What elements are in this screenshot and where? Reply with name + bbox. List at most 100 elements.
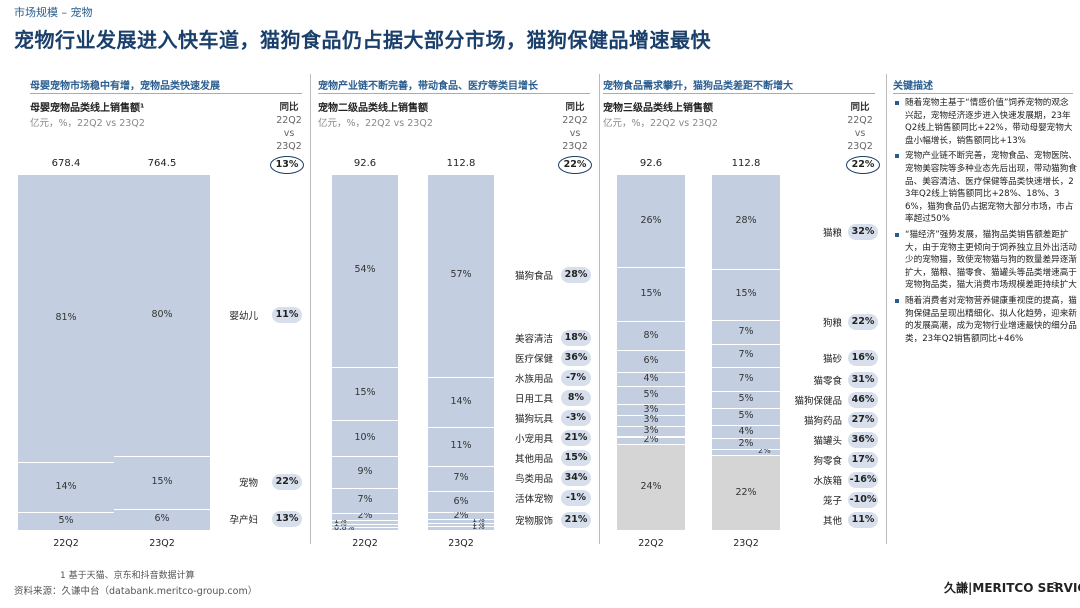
footnote: 1 基于天猫、京东和抖音数据计算 <box>60 571 195 581</box>
bar-segment <box>114 174 210 456</box>
yoy-label-3: 同比 22Q2 vs 23Q2 <box>847 102 873 152</box>
bar-segment <box>712 424 780 439</box>
yoy-pill: 13% <box>272 511 302 528</box>
segment-label: 5% <box>643 389 659 401</box>
yoy-pill: 17% <box>848 452 878 468</box>
bar-segment <box>617 404 685 415</box>
category-label: 猫罐头 <box>813 436 842 447</box>
bar-segment <box>18 512 114 530</box>
yoy-pill: 8% <box>561 390 591 406</box>
segment-label: 6% <box>453 495 469 507</box>
yoy-pill: 16% <box>848 350 878 366</box>
yoy-pill: 22% <box>848 314 878 330</box>
panel-separator <box>886 74 887 544</box>
yoy-pill: 36% <box>848 432 878 448</box>
panel1-subtitle: 母婴宠物品类线上销售额¹ <box>30 103 145 114</box>
bar-segment <box>332 523 398 528</box>
key-desc-item: 随着宠物主基于“情感价值”饲养宠物的观念兴起，宠物经济逐步进入快速发展期，23年… <box>893 97 1077 147</box>
bar-segment <box>617 425 685 437</box>
panel2-subtitle: 宠物二级品类线上销售额 <box>318 103 428 114</box>
category-label: 美容清洁 <box>514 334 553 345</box>
panel-separator <box>310 74 311 544</box>
bar-segment <box>332 455 398 488</box>
key-desc-item: “猫经济”强势发展，猫狗品类销售额差距扩大，由于宠物主更倾向于饲养独立且外出活动… <box>893 229 1077 292</box>
bar-total: 764.5 <box>147 158 177 169</box>
segment-label-small: 1% <box>334 515 347 525</box>
segment-label: 2% <box>453 509 469 521</box>
category-label: 鸟类用品 <box>514 474 553 485</box>
category-label: 医疗保健 <box>514 354 553 365</box>
bar-segment <box>617 321 685 351</box>
segment-label: 26% <box>640 214 662 226</box>
bar-segment <box>712 407 780 425</box>
segment-label: 57% <box>450 269 472 281</box>
category-label: 婴幼儿 <box>229 310 258 322</box>
segment-label: 54% <box>354 264 376 276</box>
bar-segment <box>712 390 780 408</box>
bar-segment <box>712 455 780 530</box>
bar-segment <box>428 465 494 491</box>
segment-label: 28% <box>735 215 757 227</box>
segment-label: 15% <box>735 288 757 300</box>
yoy-pill: 21% <box>561 512 591 528</box>
bar-segment <box>617 436 685 444</box>
segment-label: 15% <box>151 476 173 488</box>
total-yoy-oval: 22% <box>846 156 880 174</box>
segment-label: 7% <box>738 373 754 385</box>
category-label: 宠物服饰 <box>514 516 553 527</box>
segment-label: 2% <box>357 510 373 522</box>
bar-segment <box>712 448 780 456</box>
bar-segment <box>428 522 494 527</box>
x-tick-label: 23Q2 <box>733 538 759 549</box>
segment-label: 5% <box>738 410 754 422</box>
bar-segment <box>332 527 398 530</box>
category-label: 孕产妇 <box>229 515 258 527</box>
yoy-pill: -10% <box>848 492 878 508</box>
key-desc-item: 随着消费者对宠物营养健康重视度的提高，猫狗保健品呈现出精细化、拟人化趋势，迎来新… <box>893 295 1077 345</box>
bar-total: 92.6 <box>353 158 377 169</box>
bar-segment <box>332 487 398 513</box>
category-label: 水族箱 <box>813 476 842 487</box>
bar-segment <box>617 386 685 405</box>
yoy-pill: 31% <box>848 372 878 388</box>
yoy-label-2: 同比 22Q2 vs 23Q2 <box>562 102 588 152</box>
bar-total: 112.8 <box>446 158 476 169</box>
bar-segment <box>332 512 398 520</box>
yoy-pill: 36% <box>561 350 591 366</box>
category-label: 日用工具 <box>514 394 553 405</box>
segment-label: 6% <box>154 513 170 525</box>
yoy-pill: 15% <box>561 450 591 466</box>
segment-label: 81% <box>55 312 77 324</box>
x-tick-label: 22Q2 <box>352 538 378 549</box>
category-label: 猫零食 <box>813 376 842 387</box>
x-tick-label: 22Q2 <box>53 538 79 549</box>
bar-segment <box>428 490 494 513</box>
category-label: 猫狗保健品 <box>794 396 842 407</box>
yoy-label-1: 同比 22Q2 vs 23Q2 <box>276 102 302 152</box>
bar-segment <box>617 267 685 322</box>
segment-label-small: 1% <box>472 522 485 532</box>
segment-label: 5% <box>58 515 74 527</box>
bar-segment <box>712 174 780 269</box>
segment-label: 3% <box>643 425 659 437</box>
category-label: 宠物 <box>238 478 258 490</box>
category-label: 猫砂 <box>822 354 842 365</box>
segment-label-small: 1% <box>334 519 347 529</box>
segment-label: 80% <box>151 308 173 320</box>
category-label: 其他 <box>822 516 842 527</box>
yoy-pill: 18% <box>561 330 591 346</box>
key-desc-item: 宠物产业链不断完善，宠物食品、宠物医院、宠物美容院等多种业态先后出现，带动猫狗食… <box>893 150 1077 226</box>
segment-label: 4% <box>643 372 659 384</box>
category-label: 狗粮 <box>822 318 842 329</box>
yoy-pill: 11% <box>848 512 878 528</box>
category-label: 水族用品 <box>514 374 553 385</box>
segment-label: 14% <box>55 481 77 493</box>
bar-segment <box>712 438 780 449</box>
panel3-subtitle: 宠物三级品类线上销售额 <box>603 103 713 114</box>
x-tick-label: 22Q2 <box>638 538 664 549</box>
bar-segment <box>617 174 685 268</box>
segment-label: 8% <box>643 329 659 341</box>
bar-segment <box>332 420 398 456</box>
panel1-note: 亿元，%，22Q2 vs 23Q2 <box>30 118 145 129</box>
bar-segment <box>428 526 494 530</box>
